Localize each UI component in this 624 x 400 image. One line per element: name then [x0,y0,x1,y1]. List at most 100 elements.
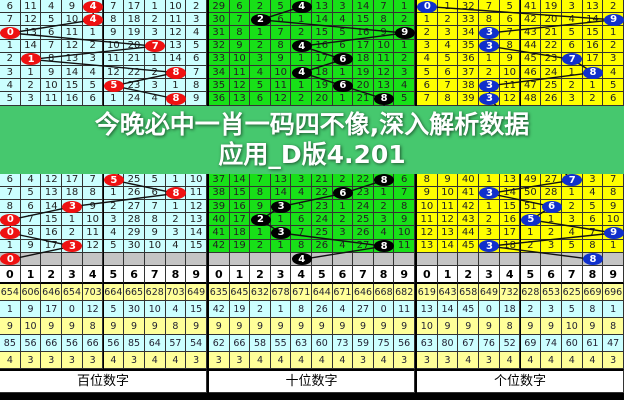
grid-cell: 2 [520,239,542,253]
grid-cell: 4 [417,52,438,66]
digit-header: 5 [312,266,333,284]
grid-cell: 9 [20,239,42,253]
grid-cell: 3 [186,13,207,27]
current-row-cell [186,252,207,266]
grid-cell: 14 [353,0,374,14]
digit-header: 9 [603,266,624,284]
grid-cell: 9 [229,39,251,53]
grid-cell: 2 [82,39,104,53]
grid-cell: 4 [82,66,104,80]
stat-cell: 5 [103,301,125,318]
grid-cell: 31 [209,26,230,40]
grid-cell: 1 [165,173,187,187]
stat-cell: 645 [229,284,251,301]
grid-cell: 3 [561,92,583,106]
grid-cell: 4 [561,226,583,240]
grid-cell: 14 [437,239,459,253]
digit-header: 2 [41,266,63,284]
grid-cell: 18 [499,239,521,253]
stat-cell: 9 [520,318,542,335]
grid-cell: 4 [41,0,63,14]
grid-cell: 1 [62,213,83,227]
grid-cell: 8 [20,226,42,240]
grid-cell: 23 [541,52,562,66]
grid-cell: 5 [270,0,292,14]
grid-cell: 10 [499,66,521,80]
current-row-cell [82,252,104,266]
digit-header: 7 [353,266,374,284]
grid-cell: 1 [561,186,583,200]
grid-cell: 42 [458,200,480,214]
digit-header: 0 [209,266,230,284]
grid-cell: 9 [437,173,459,187]
grid-cell: 2 [332,173,354,187]
grid-cell: 17 [41,239,63,253]
grid-cell: 4 [186,26,207,40]
grid-cell: 7 [250,173,271,187]
grid-cell: 2 [291,26,312,40]
grid-cell: 6 [82,92,104,106]
grid-cell: 1 [0,239,21,253]
grid-cell: 9 [603,200,624,214]
stat-cell: 3 [541,301,562,318]
stat-cell: 9 [209,318,230,335]
banner-title-line1: 今晚必中一肖一码四不像,深入解析数据 [94,109,530,139]
stat-cell: 703 [82,284,104,301]
grid-cell: 41 [458,186,480,200]
stat-cell: 19 [229,301,251,318]
grid-cell: 7 [229,13,251,27]
grid-cell: 6 [186,52,207,66]
grid-cell: 1 [332,200,354,214]
grid-cell: 9 [186,92,207,106]
grid-cell: 17 [229,213,251,227]
current-row-cell [437,252,459,266]
grid-cell: 3 [479,226,500,240]
grid-cell: 28 [541,186,562,200]
stat-cell: 9 [229,318,251,335]
grid-cell: 4 [603,66,624,80]
panel-label: 个位数字 [417,369,624,393]
grid-cell: 2 [186,0,207,14]
current-row-cell [270,252,292,266]
grid-cell: 3 [437,26,459,40]
grid-cell: 5 [394,92,415,106]
grid-cell: 5 [250,79,271,93]
grid-cell: 4 [394,79,415,93]
stat-cell: 9 [270,318,292,335]
stat-cell: 56 [103,335,125,352]
grid-cell: 1 [582,79,604,93]
stat-cell: 3 [437,352,459,369]
grid-cell: 18 [312,66,333,80]
grid-cell: 1 [165,200,187,214]
grid-cell: 17 [312,52,333,66]
current-row-cell [603,252,624,266]
stat-cell: 3 [124,352,145,369]
grid-cell: 7 [270,26,292,40]
grid-cell: 1 [479,200,500,214]
digit-header: 9 [186,266,207,284]
grid-cell: 51 [520,200,542,214]
grid-cell: 7 [82,173,104,187]
grid-cell: 4 [373,226,395,240]
grid-cell: 3 [394,66,415,80]
grid-cell: 5 [20,186,42,200]
digit-header: 9 [394,266,415,284]
stat-cell: 9 [103,318,125,335]
stat-cell: 76 [479,335,500,352]
grid-cell: 23 [353,186,374,200]
number-ball: 8 [374,92,395,106]
grid-cell: 3 [541,239,562,253]
grid-cell: 10 [373,39,395,53]
grid-cell: 17 [582,52,604,66]
number-ball: 9 [603,226,624,240]
stat-cell: 646 [41,284,63,301]
grid-cell: 1 [479,173,500,187]
grid-cell: 14 [165,52,187,66]
stat-cell: 66 [41,335,63,352]
stat-cell: 9 [186,318,207,335]
current-row-cell [144,252,166,266]
grid-cell: 8 [0,200,21,214]
number-ball: 3 [62,200,83,213]
grid-cell: 8 [291,239,312,253]
grid-cell: 29 [124,226,145,240]
